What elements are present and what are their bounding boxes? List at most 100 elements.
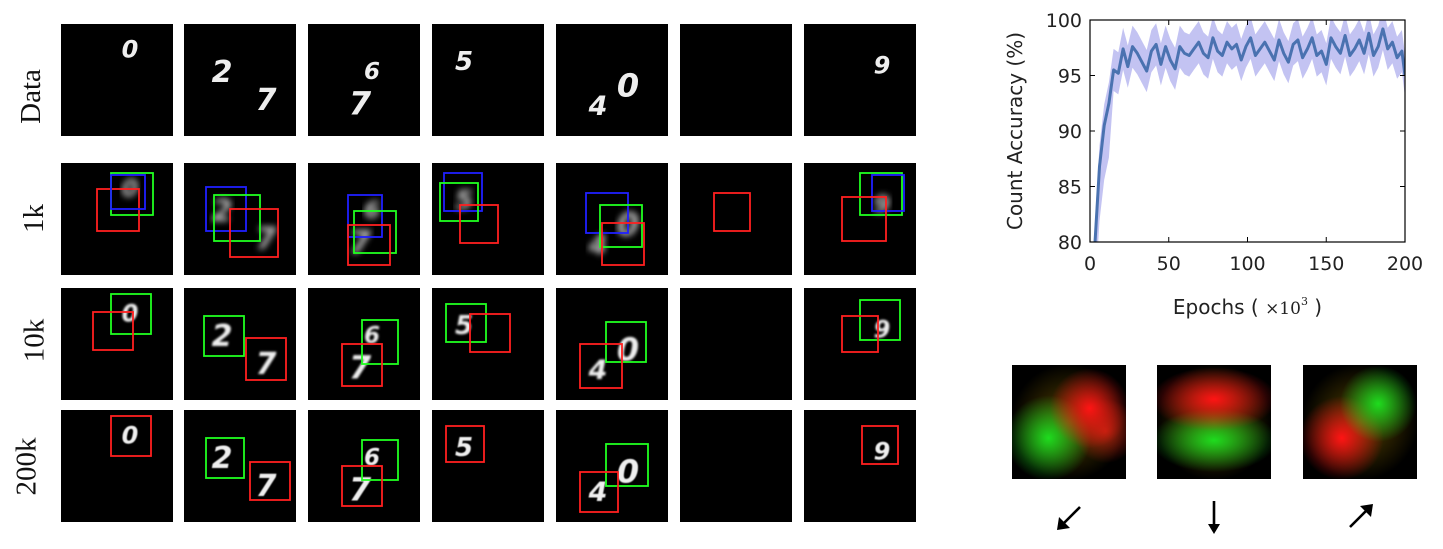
arrow-down-icon	[1208, 501, 1220, 534]
count-accuracy-chart: 0 50 100 150 200 80 85 90 95 100 Epochs ( ×103 ) Co…	[1003, 10, 1423, 319]
digit-glyph: 9	[874, 52, 891, 80]
digit-glyph: 7	[256, 222, 277, 257]
attention-box-green	[205, 437, 245, 479]
attention-box-green	[859, 299, 901, 341]
row-label-200k: 200k	[10, 437, 43, 496]
attention-box-red	[229, 208, 279, 258]
attention-box-red	[713, 192, 751, 232]
attention-box-red	[469, 313, 511, 353]
sample-tile: 5	[432, 288, 544, 400]
attention-box-green	[445, 303, 487, 343]
attention-box-red	[341, 343, 383, 387]
attention-box-green	[361, 439, 399, 481]
digit-glyph: 5	[455, 311, 473, 341]
sample-tile: 9	[804, 410, 916, 522]
digit-glyph: 4	[588, 355, 608, 386]
digit-glyph: 6	[364, 323, 380, 349]
sample-tile: 5	[432, 410, 544, 522]
attention-box-red	[110, 415, 152, 457]
digit-glyph: 6	[364, 445, 380, 471]
digit-glyph: 2	[212, 441, 233, 476]
y-tick-label: 100	[1046, 10, 1082, 32]
digit-glyph: 4	[588, 91, 608, 122]
x-tick-label: 150	[1308, 253, 1344, 275]
attention-box-blue	[347, 194, 383, 238]
attention-box-red	[861, 425, 899, 465]
attention-box-red	[445, 425, 485, 463]
row-label-10k: 10k	[18, 318, 51, 363]
digit-glyph: 7	[256, 347, 277, 382]
digit-glyph: 0	[122, 422, 139, 450]
digit-glyph: 7	[349, 471, 372, 509]
y-tick-label: 85	[1058, 177, 1082, 199]
digit-glyph: 2	[212, 55, 233, 90]
x-tick-label: 50	[1157, 253, 1181, 275]
attention-box-red	[579, 471, 619, 513]
attention-box-green	[599, 204, 643, 248]
attention-box-green	[203, 315, 245, 357]
digit-glyph: 0	[617, 453, 639, 491]
attention-box-red	[579, 343, 623, 389]
y-tick-label: 95	[1058, 66, 1082, 88]
y-tick-label: 80	[1058, 232, 1082, 254]
y-tick-label: 90	[1058, 121, 1082, 143]
sample-tile: 0	[61, 410, 173, 522]
digit-glyph: 7	[349, 85, 372, 123]
x-axis-label: Epochs ( ×103 )	[1173, 295, 1322, 319]
x-tick-label: 100	[1229, 253, 1265, 275]
digit-glyph: 7	[256, 83, 277, 118]
sample-tile: 0	[61, 163, 173, 275]
heatmap-down	[1157, 365, 1271, 479]
attention-box-green	[605, 443, 649, 487]
sample-tile: 9	[804, 163, 916, 275]
sample-tile: 0	[61, 24, 173, 136]
attention-box-red	[601, 222, 645, 266]
sample-tile: 9	[804, 24, 916, 136]
digit-glyph: 0	[617, 67, 639, 105]
x-tick-label: 0	[1084, 253, 1096, 275]
attention-box-blue	[443, 172, 483, 212]
row-label-data: Data	[14, 69, 47, 124]
attention-box-green	[213, 194, 261, 242]
attention-box-red	[347, 224, 391, 266]
sample-tile: 5	[432, 24, 544, 136]
digit-glyph: 5	[455, 47, 473, 77]
attention-box-blue	[585, 192, 629, 234]
digit-glyph: 0	[122, 36, 139, 64]
digit-glyph: 7	[256, 469, 277, 504]
digit-glyph: 7	[349, 224, 372, 262]
row-label-1k: 1k	[18, 204, 50, 233]
sample-tile: 0	[61, 288, 173, 400]
y-axis-label: Count Accuracy (%)	[1003, 32, 1027, 230]
digit-glyph: 4	[588, 477, 608, 508]
attention-box-green	[353, 210, 397, 254]
attention-box-red	[341, 465, 383, 507]
digit-glyph: 2	[212, 194, 233, 229]
attention-box-blue	[871, 174, 905, 212]
heatmap-up-right	[1303, 365, 1417, 479]
arrow-up-right-icon	[1349, 504, 1373, 528]
sample-tile	[680, 288, 792, 400]
sample-tile	[680, 24, 792, 136]
attention-box-green	[605, 321, 647, 363]
digit-glyph: 2	[212, 319, 233, 354]
digit-glyph: 7	[349, 349, 372, 387]
sample-tile	[680, 410, 792, 522]
attention-box-red	[249, 461, 291, 501]
digit-glyph: 5	[455, 433, 473, 463]
sample-tile	[680, 163, 792, 275]
digit-glyph: 4	[588, 230, 608, 261]
attention-box-red	[841, 196, 887, 242]
